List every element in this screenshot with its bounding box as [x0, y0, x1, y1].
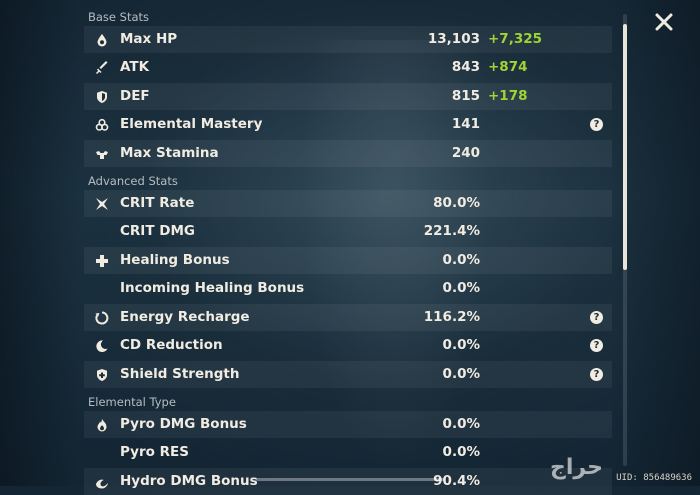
stat-value: 141: [451, 116, 480, 132]
stats-panel[interactable]: Base Stats Max HP 13,103 +7,325 ATK 843 …: [84, 0, 616, 495]
stat-label: Pyro DMG Bonus: [120, 416, 247, 432]
stat-value: 221.4%: [423, 223, 480, 239]
sword-icon: [94, 60, 109, 75]
plus-cross-icon: [94, 253, 109, 268]
close-button[interactable]: [652, 10, 676, 34]
stat-row-cd-reduction[interactable]: CD Reduction 0.0% ?: [84, 332, 612, 359]
stat-value: 0.0%: [442, 280, 480, 296]
stat-value: 116.2%: [423, 309, 480, 325]
shield-icon: [94, 89, 109, 104]
stat-label: ATK: [120, 59, 150, 75]
stat-row-crit-rate[interactable]: CRIT Rate 80.0%: [84, 190, 612, 217]
help-icon[interactable]: ?: [590, 339, 603, 352]
stat-label: CRIT Rate: [120, 195, 195, 211]
stat-bonus: +874: [488, 59, 528, 75]
stat-row-pyro-res[interactable]: Pyro RES 0.0%: [84, 439, 612, 466]
moon-icon: [94, 338, 109, 353]
stat-value: 843: [451, 59, 480, 75]
stat-label: CD Reduction: [120, 337, 223, 353]
stat-label: Incoming Healing Bonus: [120, 280, 305, 296]
help-icon[interactable]: ?: [590, 118, 603, 131]
stat-value: 13,103: [427, 31, 480, 47]
pyro-flame-icon: [94, 417, 109, 432]
section-elemental-type: Elemental Type: [88, 395, 176, 409]
stat-bonus: +7,325: [488, 31, 543, 47]
close-icon: [655, 13, 673, 31]
stat-row-healing-bonus[interactable]: Healing Bonus 0.0%: [84, 247, 612, 274]
stat-row-shield-strength[interactable]: Shield Strength 0.0% ?: [84, 361, 612, 388]
stat-row-elemental-mastery[interactable]: Elemental Mastery 141 ?: [84, 111, 612, 138]
background-left-shade: [0, 0, 80, 486]
stat-value: 240: [451, 145, 480, 161]
help-icon[interactable]: ?: [590, 311, 603, 324]
stat-label: Max HP: [120, 31, 178, 47]
crit-star-icon: [94, 196, 109, 211]
stat-row-pyro-dmg-bonus[interactable]: Pyro DMG Bonus 0.0%: [84, 411, 612, 438]
stat-row-atk[interactable]: ATK 843 +874: [84, 54, 612, 81]
stat-value: 80.0%: [433, 195, 480, 211]
stat-value: 0.0%: [442, 444, 480, 460]
shield-plus-icon: [94, 367, 109, 382]
stat-row-max-stamina[interactable]: Max Stamina 240: [84, 140, 612, 167]
help-icon[interactable]: ?: [590, 368, 603, 381]
stat-value: 0.0%: [442, 416, 480, 432]
recharge-ring-icon: [94, 310, 109, 325]
scrollbar-thumb[interactable]: [623, 24, 627, 270]
stat-label: Shield Strength: [120, 366, 240, 382]
stat-value: 90.4%: [433, 473, 480, 489]
stat-value: 0.0%: [442, 366, 480, 382]
stat-row-def[interactable]: DEF 815 +178: [84, 83, 612, 110]
stat-label: Healing Bonus: [120, 252, 230, 268]
stat-row-max-hp[interactable]: Max HP 13,103 +7,325: [84, 26, 612, 53]
stat-row-incoming-healing-bonus[interactable]: Incoming Healing Bonus 0.0%: [84, 275, 612, 302]
stat-value: 0.0%: [442, 337, 480, 353]
stat-label: DEF: [120, 88, 150, 104]
droplet-icon: [94, 32, 109, 47]
stat-value: 815: [451, 88, 480, 104]
section-base-stats: Base Stats: [88, 10, 150, 24]
stat-label: CRIT DMG: [120, 223, 195, 239]
stat-value: 0.0%: [442, 252, 480, 268]
stat-label: Pyro RES: [120, 444, 189, 460]
hydro-wave-icon: [94, 474, 109, 489]
watermark-logo: حراج: [550, 455, 603, 480]
stat-label: Energy Recharge: [120, 309, 250, 325]
stat-label: Max Stamina: [120, 145, 219, 161]
stamina-icon: [94, 146, 109, 161]
triple-circle-icon: [94, 117, 109, 132]
stat-row-crit-dmg[interactable]: CRIT DMG 221.4%: [84, 218, 612, 245]
horizontal-scroll-indicator: [256, 478, 444, 481]
stat-bonus: +178: [488, 88, 528, 104]
section-advanced-stats: Advanced Stats: [88, 174, 178, 188]
stat-label: Elemental Mastery: [120, 116, 263, 132]
stat-row-hydro-dmg-bonus[interactable]: Hydro DMG Bonus 90.4%: [84, 468, 612, 495]
uid-label: UID: 856489636: [616, 473, 692, 483]
stat-row-energy-recharge[interactable]: Energy Recharge 116.2% ?: [84, 304, 612, 331]
stat-label: Hydro DMG Bonus: [120, 473, 258, 489]
